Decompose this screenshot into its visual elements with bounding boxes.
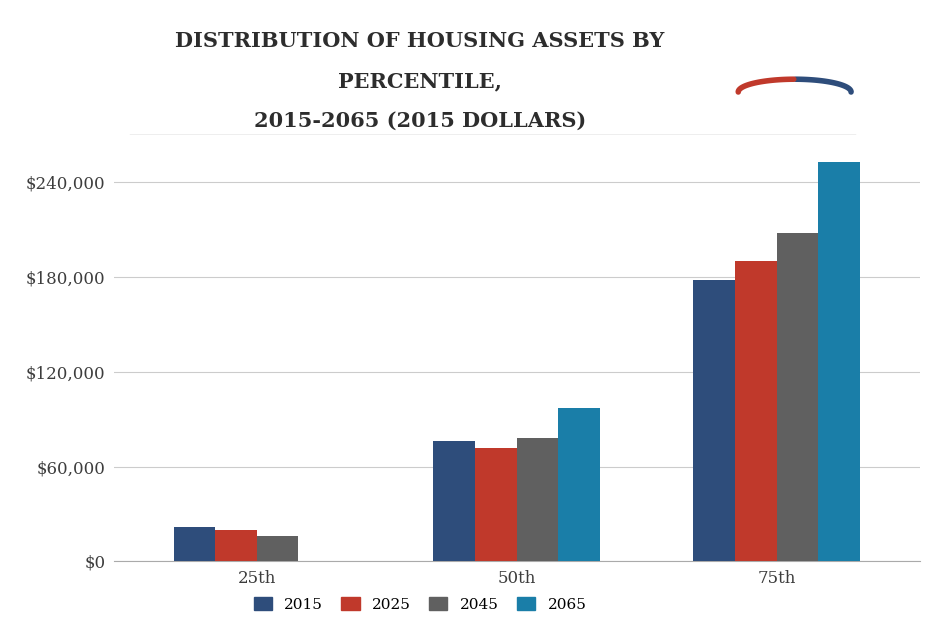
Text: DISTRIBUTION OF HOUSING ASSETS BY: DISTRIBUTION OF HOUSING ASSETS BY xyxy=(175,31,665,51)
Bar xyxy=(257,536,299,561)
Bar xyxy=(693,280,735,561)
Bar xyxy=(517,438,558,561)
Bar xyxy=(558,408,600,561)
Bar xyxy=(173,526,215,561)
Bar xyxy=(818,161,860,561)
Text: 2015-2065 (2015 DOLLARS): 2015-2065 (2015 DOLLARS) xyxy=(254,110,586,130)
Bar xyxy=(776,233,818,561)
Bar xyxy=(433,441,475,561)
Bar xyxy=(475,448,517,561)
Bar xyxy=(735,261,776,561)
Bar xyxy=(215,530,257,561)
Legend: 2015, 2025, 2045, 2065: 2015, 2025, 2045, 2065 xyxy=(247,591,592,618)
Text: PERCENTILE,: PERCENTILE, xyxy=(338,71,501,91)
